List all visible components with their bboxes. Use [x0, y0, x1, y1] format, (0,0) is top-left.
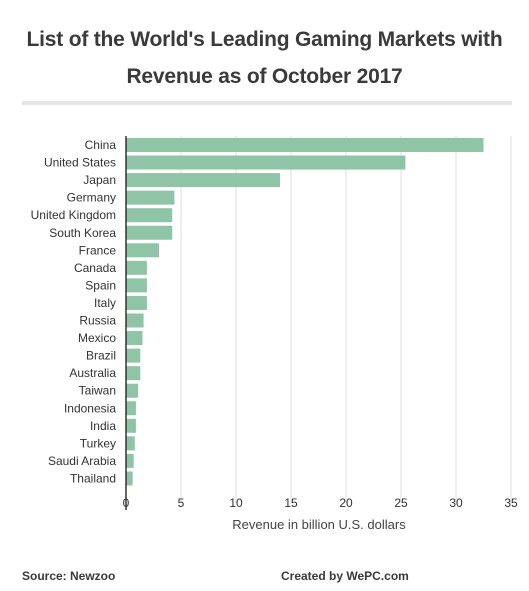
category-label: United Kingdom: [31, 208, 116, 222]
category-label: Indonesia: [64, 401, 116, 415]
bar-india: [126, 418, 136, 433]
category-label: Spain: [85, 278, 116, 292]
x-tick-label: 10: [229, 496, 243, 510]
bar-mexico: [126, 331, 143, 346]
bar-indonesia: [126, 401, 136, 416]
title-divider: [22, 101, 512, 105]
x-tick-label: 5: [178, 496, 185, 510]
bar-france: [126, 243, 159, 258]
bar-turkey: [126, 436, 135, 451]
category-label: Germany: [67, 191, 116, 205]
bar-thailand: [126, 471, 133, 486]
bar-united-kingdom: [126, 208, 173, 223]
x-axis-title: Revenue in billion U.S. dollars: [232, 517, 406, 532]
bar-united-states: [126, 155, 406, 170]
category-label: United States: [44, 156, 116, 170]
bar-canada: [126, 260, 147, 275]
category-label: Turkey: [80, 436, 116, 450]
x-tick-label: 30: [449, 496, 463, 510]
x-tick-label: 35: [504, 496, 518, 510]
chart-title-line-1: List of the World's Leading Gaming Marke…: [26, 28, 503, 51]
category-label: India: [90, 419, 116, 433]
x-tick-label: 25: [394, 496, 408, 510]
category-label: Taiwan: [79, 384, 116, 398]
category-label: Thailand: [70, 471, 116, 485]
x-tick-label: 20: [339, 496, 353, 510]
category-label: Australia: [69, 366, 116, 380]
chart-title-line-2: Revenue as of October 2017: [126, 65, 403, 88]
bar-japan: [126, 173, 280, 188]
bar-south-korea: [126, 225, 173, 240]
category-label: Saudi Arabia: [48, 454, 116, 468]
category-label: Mexico: [78, 331, 116, 345]
bar-spain: [126, 278, 147, 293]
bar-brazil: [126, 348, 141, 363]
bar-italy: [126, 295, 147, 310]
category-label: France: [79, 243, 117, 257]
bar-saudi-arabia: [126, 453, 134, 468]
category-label: Japan: [83, 173, 116, 187]
credit-note: Created by WePC.com: [281, 569, 409, 583]
category-label: China: [85, 138, 117, 152]
bar-australia: [126, 366, 141, 381]
category-label: Canada: [74, 261, 116, 275]
bar-taiwan: [126, 383, 139, 398]
bar-china: [126, 138, 484, 152]
category-label: Italy: [94, 296, 116, 310]
bar-germany: [126, 190, 175, 205]
category-label: South Korea: [49, 226, 116, 240]
x-tick-label: 15: [284, 496, 298, 510]
source-note: Source: Newzoo: [22, 569, 116, 583]
category-label: Russia: [79, 314, 116, 328]
category-label: Brazil: [86, 349, 116, 363]
bar-russia: [126, 313, 144, 328]
